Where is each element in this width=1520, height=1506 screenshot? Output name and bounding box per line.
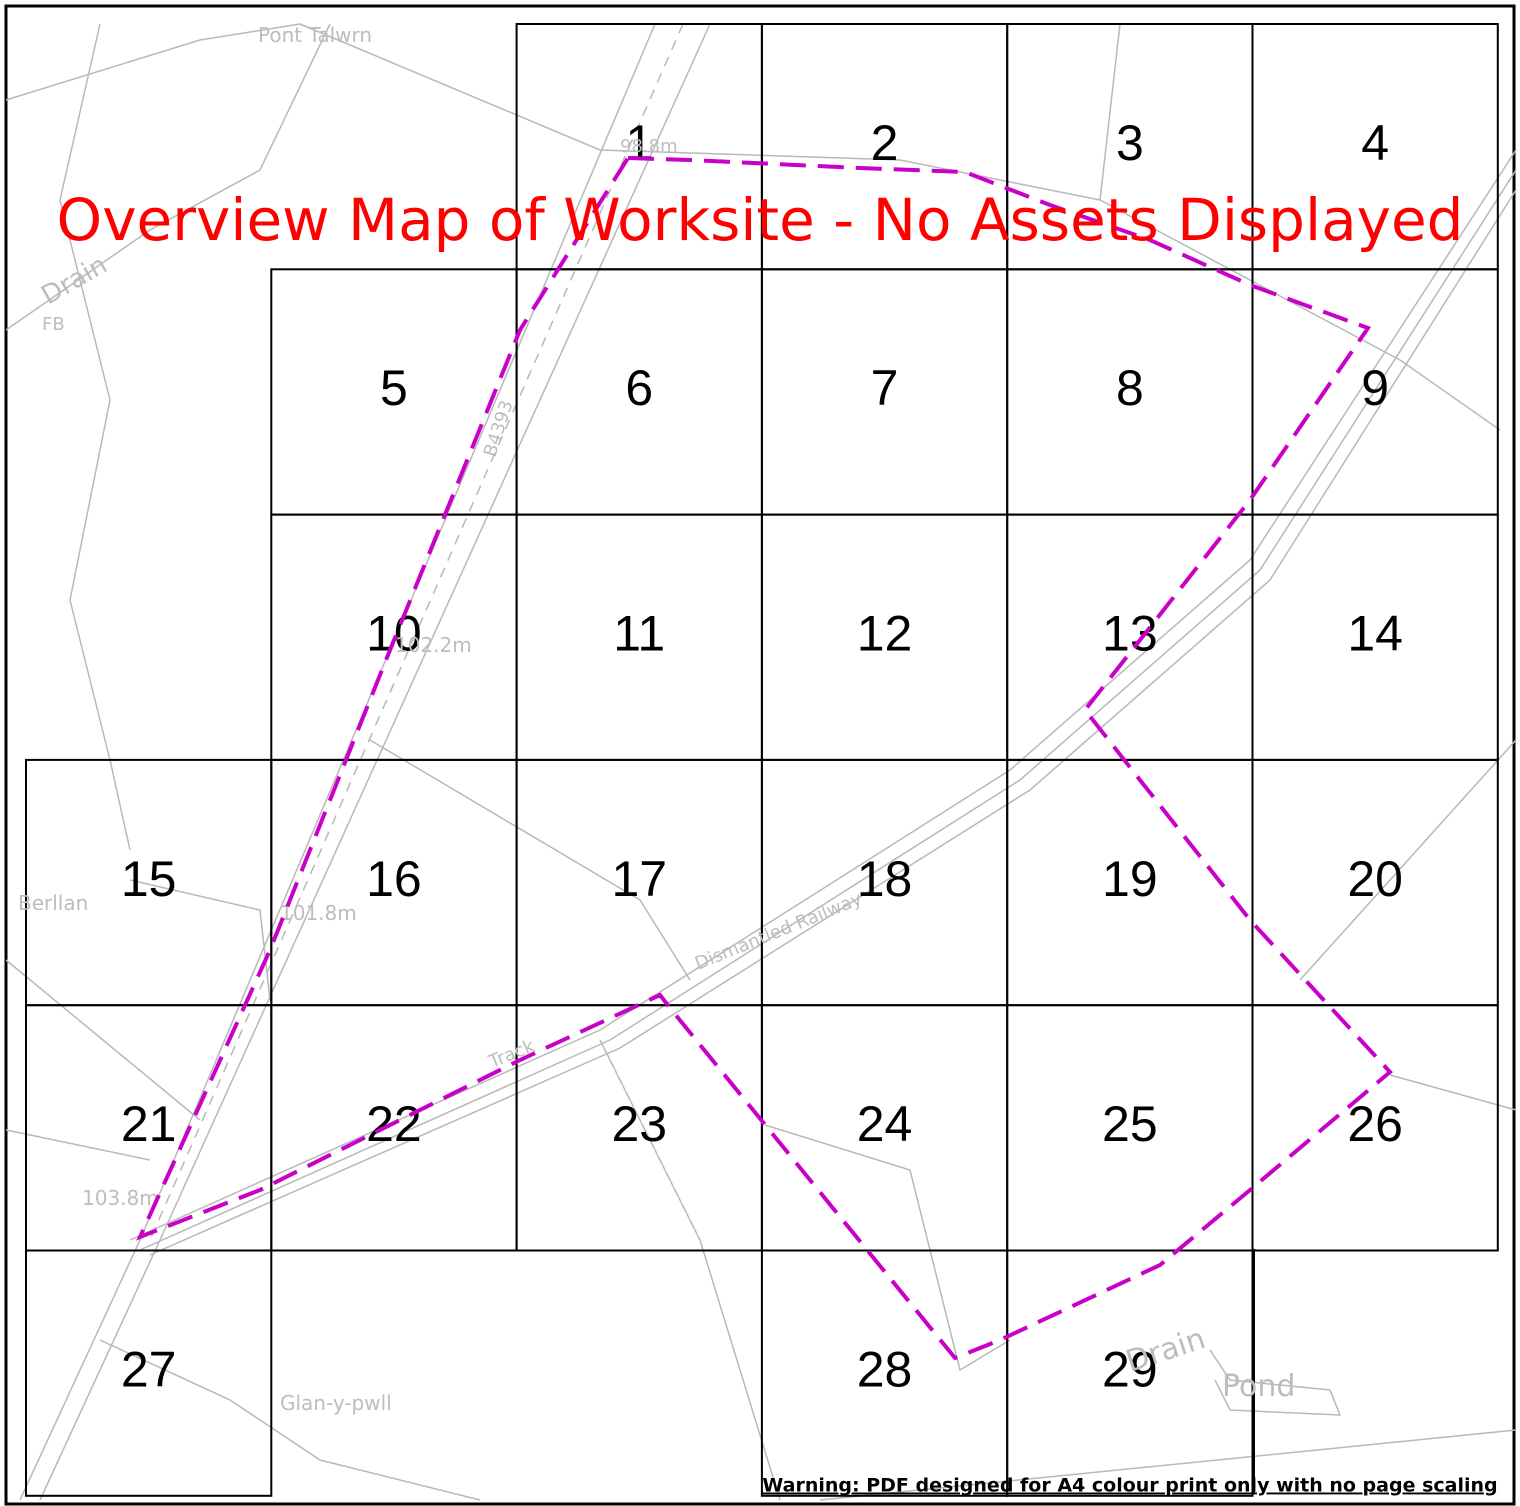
grid-cell: [25, 1249, 273, 1497]
cell-number: 10: [366, 605, 422, 661]
map-label: Berllan: [18, 891, 88, 915]
map-label: Pond: [1222, 1369, 1295, 1404]
map-label: Glan-y-pwll: [280, 1391, 392, 1415]
cell-number: 5: [380, 360, 408, 416]
frame: [4, 4, 1516, 1506]
cell-number: 13: [1102, 605, 1158, 661]
cell-number: 29: [1102, 1341, 1158, 1397]
cell-number: 26: [1347, 1096, 1403, 1152]
cell-number: 21: [121, 1096, 177, 1152]
cell-number: 9: [1361, 360, 1389, 416]
map-label: 103.8m: [82, 1186, 159, 1210]
warning: Warning: PDF designed for A4 colour prin…: [762, 1475, 1497, 1497]
cell-number: 20: [1347, 851, 1403, 907]
map-label: 98.8m: [620, 136, 678, 157]
cell-number: 24: [857, 1096, 913, 1152]
cell-number: 23: [611, 1096, 667, 1152]
cell-number: 17: [611, 851, 667, 907]
cell-number: 1: [625, 115, 653, 171]
cell-number: 7: [871, 360, 899, 416]
cell-number: 16: [366, 851, 422, 907]
cell-number: 8: [1116, 360, 1144, 416]
cell-number: 25: [1102, 1096, 1158, 1152]
cell-number: 3: [1116, 115, 1144, 171]
map-label: 102.2m: [395, 633, 472, 657]
map-label: 101.8m: [280, 901, 357, 925]
cell-number: 18: [857, 851, 913, 907]
map-label: Pont Talwrn: [258, 23, 372, 47]
map-label: FB: [42, 314, 65, 335]
cell-number: 11: [613, 605, 665, 661]
cell-number: 6: [625, 360, 653, 416]
cell-number: 2: [871, 115, 899, 171]
cell-number: 12: [857, 605, 913, 661]
cell-number: 15: [121, 851, 177, 907]
worksite-boundary: [136, 156, 1393, 1361]
cell-number: 4: [1361, 115, 1389, 171]
roads: [5, 23, 1517, 1501]
grid-cell: [1006, 1249, 1254, 1497]
cell-number: 14: [1347, 605, 1403, 661]
cell-number: 27: [121, 1341, 177, 1397]
grid-cell: [1251, 1004, 1499, 1252]
cell-number: 28: [857, 1341, 913, 1397]
cell-number: 19: [1102, 851, 1158, 907]
map-title: Overview Map of Worksite - No Assets Dis…: [57, 186, 1464, 254]
